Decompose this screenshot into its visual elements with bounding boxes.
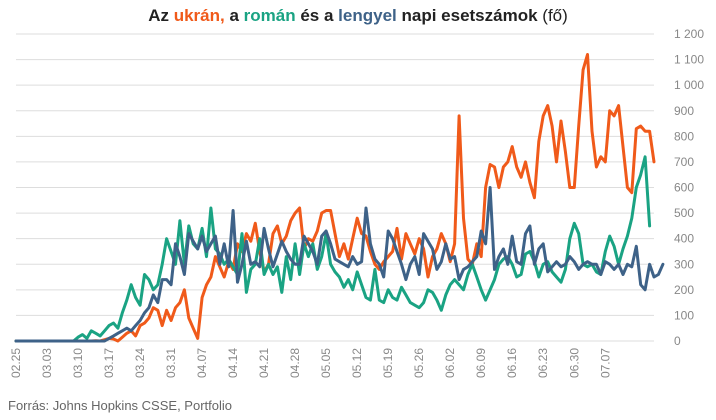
y-tick-label: 0 [674, 334, 681, 348]
title-suffix: napi esetszámok [396, 6, 543, 25]
x-tick-label: 03.17 [102, 348, 116, 378]
x-tick-label: 04.21 [257, 348, 271, 378]
x-tick-label: 06.23 [536, 348, 550, 378]
y-tick-label: 100 [674, 308, 694, 322]
x-tick-label: 05.12 [350, 348, 364, 378]
y-tick-label: 900 [674, 104, 694, 118]
x-tick-label: 07.07 [598, 348, 612, 378]
chart-title: Az ukrán, a román és a lengyel napi eset… [0, 6, 716, 26]
y-tick-label: 200 [674, 283, 694, 297]
title-ukraine: ukrán, [173, 6, 225, 25]
y-tick-label: 1 100 [674, 53, 704, 67]
x-tick-label: 03.24 [133, 348, 147, 378]
x-tick-label: 05.19 [381, 348, 395, 378]
x-tick-label: 04.07 [195, 348, 209, 378]
y-tick-label: 700 [674, 155, 694, 169]
x-tick-label: 03.31 [164, 348, 178, 378]
y-tick-label: 600 [674, 181, 694, 195]
x-tick-label: 06.30 [567, 348, 581, 378]
x-tick-label: 06.09 [474, 348, 488, 378]
x-tick-label: 06.16 [505, 348, 519, 378]
title-poland: lengyel [338, 6, 397, 25]
x-axis: 02.25 03.03 03.10 03.17 03.24 03.31 04.07 04.14… [9, 348, 612, 378]
x-tick-label: 04.14 [226, 348, 240, 378]
y-tick-label: 1 000 [674, 78, 704, 92]
x-tick-label: 03.03 [40, 348, 54, 378]
series-lines [14, 53, 665, 343]
y-tick-label: 400 [674, 232, 694, 246]
x-tick-label: 04.28 [288, 348, 302, 378]
x-tick-label: 06.02 [443, 348, 457, 378]
source-note: Forrás: Johns Hopkins CSSE, Portfolio [8, 398, 232, 413]
title-prefix: Az [148, 6, 174, 25]
title-sep-2: és a [295, 6, 339, 25]
gridlines [16, 33, 654, 342]
x-tick-label: 03.10 [71, 348, 85, 378]
title-romania: román [243, 6, 296, 25]
series-line-román [14, 155, 652, 343]
y-tick-label: 800 [674, 129, 694, 143]
x-tick-label: 05.26 [412, 348, 426, 378]
title-sep-1: a [224, 6, 244, 25]
series-line-lengyel [14, 186, 665, 343]
series-line-ukrán [14, 53, 656, 343]
y-tick-label: 1 200 [674, 27, 704, 41]
y-tick-label: 500 [674, 206, 694, 220]
x-tick-label: 02.25 [9, 348, 23, 378]
x-tick-label: 05.05 [319, 348, 333, 378]
y-tick-label: 300 [674, 257, 694, 271]
title-unit: (fő) [542, 6, 568, 25]
y-axis: 0 100 200 300 400 500 600 700 800 900 1 000 1 100 1 … [674, 27, 704, 348]
